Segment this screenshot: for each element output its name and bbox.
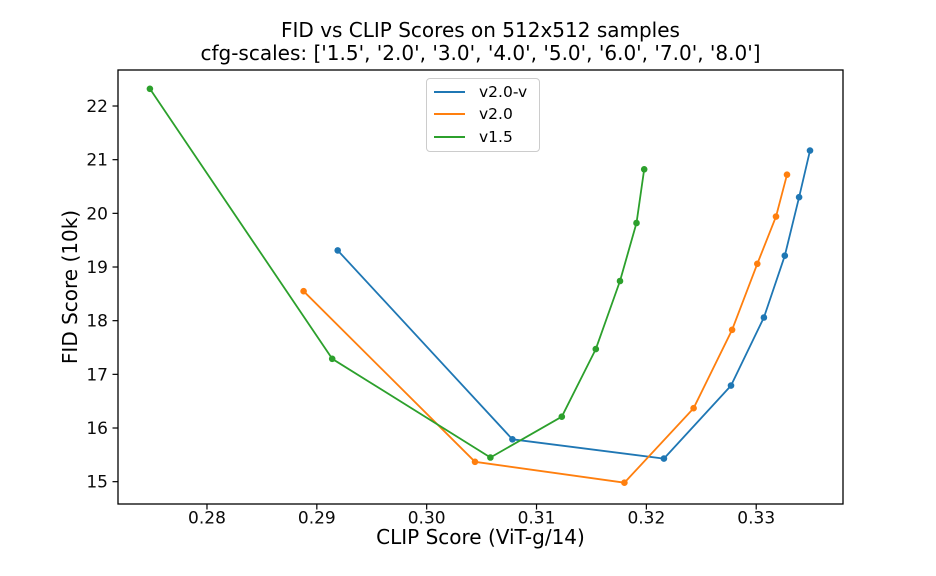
data-point-v2-0-v-cfg-4.0 — [727, 382, 735, 389]
data-point-v2-0-cfg-7.0 — [772, 213, 780, 220]
data-point-v2-0-cfg-6.0 — [754, 260, 761, 268]
data-point-v1-5-cfg-3.0 — [487, 454, 494, 461]
x-tick-label: 0.29 — [298, 509, 336, 529]
y-tick-label: 16 — [86, 419, 108, 439]
legend-label-v1-5: v1.5 — [479, 127, 513, 146]
legend-item-v2-0: v2.0 — [427, 103, 539, 125]
legend-item-v2-0-v: v2.0-v — [427, 81, 539, 103]
legend-label-v2-0-v: v2.0-v — [479, 83, 528, 102]
legend: v2.0-v v2.0 v1.5 — [426, 78, 540, 152]
y-tick-label: 20 — [86, 204, 108, 224]
legend-line-sample-v1-5 — [434, 135, 465, 138]
data-point-v1-5-cfg-7.0 — [633, 219, 640, 227]
legend-line-sample-v2-0 — [434, 113, 465, 116]
chart-title-line2: cfg-scales: ['1.5', '2.0', '3.0', '4.0',… — [200, 40, 761, 65]
data-point-v2-0-v-cfg-7.0 — [795, 193, 803, 201]
data-point-v2-0-cfg-4.0 — [690, 404, 697, 412]
y-tick-label: 22 — [86, 97, 108, 117]
data-point-v1-5-cfg-2.0 — [328, 355, 336, 363]
y-tick-label: 19 — [86, 258, 108, 278]
x-tick-label: 0.31 — [518, 509, 556, 529]
y-tick-label: 21 — [86, 151, 108, 171]
data-point-v2-0-cfg-8.0 — [783, 171, 791, 178]
data-point-v2-0-cfg-3.0 — [621, 479, 628, 487]
data-point-v1-5-cfg-8.0 — [640, 166, 648, 173]
legend-label-v2-0: v2.0 — [479, 105, 513, 124]
series-line-v1-5 — [149, 88, 646, 459]
data-point-v2-0-v-cfg-5.0 — [760, 314, 768, 321]
data-point-v2-0-cfg-2.0 — [471, 458, 479, 466]
data-point-v2-0-v-cfg-3.0 — [660, 455, 668, 462]
legend-item-v1-5: v1.5 — [427, 126, 539, 148]
x-tick-label: 0.28 — [188, 509, 226, 529]
series-line-v2-0 — [302, 174, 788, 484]
data-point-v2-0-v-cfg-2.0 — [509, 436, 516, 443]
x-tick-label: 0.33 — [737, 509, 775, 529]
data-point-v2-0-v-cfg-1.5 — [334, 247, 342, 254]
data-point-v2-0-cfg-5.0 — [728, 326, 736, 334]
data-point-v2-0-v-cfg-8.0 — [806, 147, 814, 154]
data-point-v1-5-cfg-1.5 — [146, 85, 154, 93]
plot-border — [117, 69, 844, 505]
series-line-v2-0-v — [337, 150, 811, 460]
x-axis-label: CLIP Score (ViT-g/14) — [376, 525, 585, 549]
data-point-v2-0-cfg-1.5 — [300, 287, 307, 295]
chart-title: FID vs CLIP Scores on 512x512 samples cf… — [118, 19, 843, 64]
x-tick-label: 0.32 — [627, 509, 665, 529]
y-tick-label: 17 — [86, 365, 108, 385]
data-point-v1-5-cfg-6.0 — [616, 277, 624, 285]
y-tick-label: 15 — [86, 473, 108, 493]
chart-title-line1: FID vs CLIP Scores on 512x512 samples — [281, 18, 680, 42]
data-point-v2-0-v-cfg-6.0 — [781, 252, 789, 259]
legend-line-sample-v2-0-v — [434, 91, 465, 94]
y-tick-label: 18 — [86, 312, 108, 332]
data-point-v1-5-cfg-4.0 — [558, 413, 566, 421]
x-tick-label: 0.30 — [408, 509, 446, 529]
data-point-v1-5-cfg-5.0 — [592, 345, 600, 353]
